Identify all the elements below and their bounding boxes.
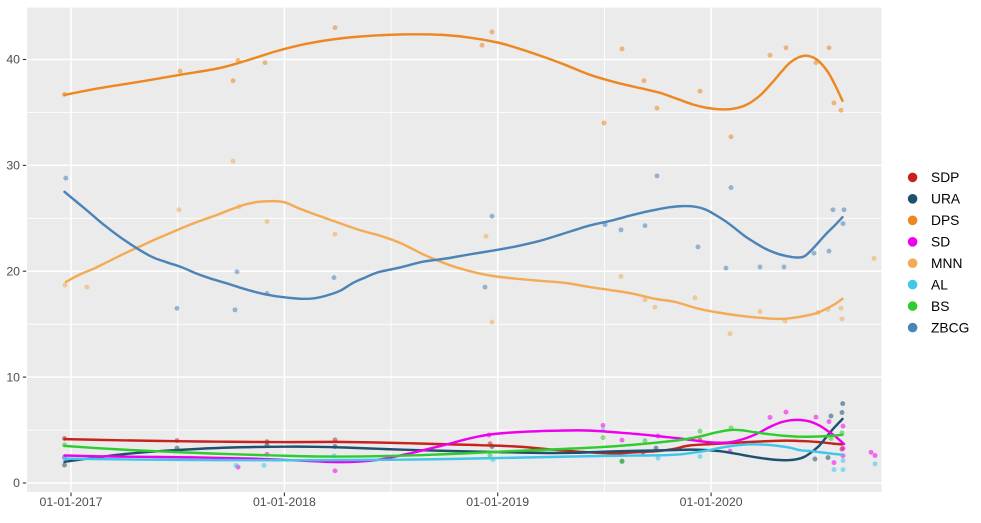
svg-text:SDP: SDP (931, 170, 959, 185)
svg-text:BS: BS (931, 299, 949, 314)
svg-text:01-01-2017: 01-01-2017 (40, 495, 103, 509)
svg-text:40: 40 (6, 53, 20, 67)
svg-text:SD: SD (931, 235, 950, 250)
svg-text:30: 30 (6, 159, 20, 173)
svg-text:MNN: MNN (931, 256, 962, 271)
svg-text:10: 10 (6, 370, 20, 384)
svg-text:01-01-2020: 01-01-2020 (680, 495, 743, 509)
svg-text:DPS: DPS (931, 213, 959, 228)
svg-text:0: 0 (13, 476, 20, 490)
svg-text:ZBCG: ZBCG (931, 320, 969, 335)
svg-text:01-01-2019: 01-01-2019 (466, 495, 529, 509)
svg-text:01-01-2018: 01-01-2018 (253, 495, 316, 509)
svg-text:URA: URA (931, 192, 961, 207)
svg-text:AL: AL (931, 277, 948, 292)
svg-text:20: 20 (6, 264, 20, 278)
